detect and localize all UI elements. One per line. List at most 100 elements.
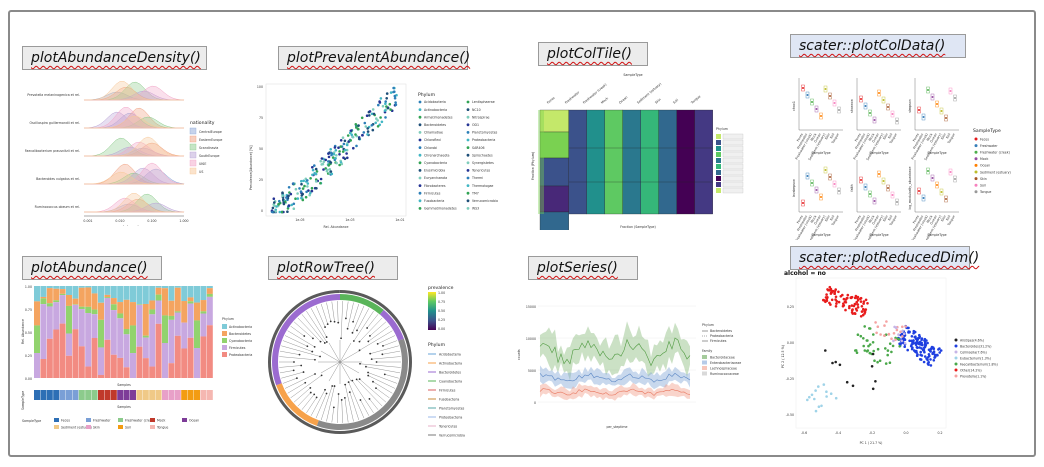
coldata-box [948,168,953,176]
abundance-bar-segment [149,286,156,301]
coltile-ylabel: Fraction (Phylum) [531,152,535,180]
reduceddim-point [929,347,933,351]
abundance-legend-key [222,345,227,350]
reduceddim-point [923,350,926,354]
rowtree-branch [341,399,343,423]
abundance-bar-segment [194,286,200,303]
coldata-legend-key [974,163,978,167]
rowtree-node [340,337,342,340]
rowtree-branch [345,301,349,319]
reduceddim-point [898,345,901,348]
coldata-legend-label: Freshwater [980,144,998,148]
prevalence-point [285,196,288,199]
coltile-legend-label-box [722,145,744,152]
density-curve [83,81,184,101]
rowtree-branch [352,305,365,333]
reduceddim-point [828,285,832,289]
prevalence-point [360,116,364,120]
prevalence-point [278,210,282,214]
abundance-bar-segment [130,325,136,354]
reduceddim-point [845,297,849,300]
prevalence-legend-label: Cyanobacteria [424,161,447,165]
coldata-point [815,108,818,110]
coldata-xtick: Mock [868,214,876,223]
prevalence-xtick: 1e-03 [345,218,354,222]
rowtree-branch [344,384,354,422]
rowtree-branch [349,392,360,421]
coldata-xtick: Tongue [946,132,956,145]
density-curve [84,193,184,213]
rowtree-branch [347,302,354,329]
coltile-legend-key [716,158,721,163]
prevalence-point [303,184,306,188]
series-plot: 15000 10000 5000 0 counts per_steptime Phyl… [517,290,741,429]
title-plot-prevalent-abundance: plotPrevalentAbundance() [278,46,470,70]
reduceddim-point [814,389,817,392]
abundance-bar-segment [142,337,149,359]
prevalence-point [272,197,276,200]
rowtree-node [329,320,332,323]
prevalence-point [335,161,338,165]
series-ylabel: counts [517,349,521,360]
series-ytick: 10000 [526,337,536,341]
reduceddim-point [856,333,860,336]
prevalence-point [376,119,379,122]
prevalence-point [306,179,309,182]
rowtree-node [381,353,384,356]
rowtree-branch [279,350,300,355]
rowtree-legend-label: Tenericutes [438,425,458,429]
prevalence-point [299,190,303,193]
abundance-ytick: 0.75 [25,308,32,312]
coldata-point [869,193,871,195]
coldata-point [891,113,894,115]
abundance-bar-segment [155,286,162,288]
reduceddim-point [844,308,847,312]
reduceddim-point [935,353,939,357]
coltile-legend-key [716,140,721,145]
prevalence-point [329,161,333,164]
abundance-bar-segment [91,309,98,315]
reduceddim-point [918,335,921,338]
rowtree-node [372,380,374,383]
abundance-bar-segment [104,294,111,298]
reduceddim-point [863,349,867,352]
abundance-bar-segment [72,286,79,299]
prevalence-legend-label: Chloroflexi [424,138,441,142]
abundance-sampletype-legend-label: Sediment (estuary) [61,426,92,430]
reduceddim-legend-label: Bacteroides(31.2%) [960,344,991,348]
abundance-bar-segment [187,337,194,378]
coldata-point [918,190,920,192]
rowtree-legend-label: Acidobacteria [439,353,461,357]
abundance-bar-segment [155,294,162,301]
abundance-bar-segment [123,286,130,300]
coldata-box [877,170,881,178]
rowtree-node [383,373,386,376]
coldata-point [869,112,871,114]
prevalence-point [300,196,303,200]
abundance-sampletype-tile [98,390,104,400]
coldata-box [890,110,895,118]
coldata-point [860,179,862,181]
rowtree-node [320,374,323,377]
coldata-facet-ylabel: invsimpson [792,179,796,197]
prevalence-legend-key [418,169,422,172]
rowtree-branch [368,326,390,342]
coldata-box [814,186,819,194]
prevalence-point [308,193,311,197]
coldata-box [832,99,837,107]
coldata-xtick: Soil [829,214,835,221]
reduceddim-point [862,344,865,348]
reduceddim-point [919,350,922,354]
abundance-sampletype-tile [91,390,98,400]
reduceddim-point [825,297,829,300]
prevalence-point [296,192,299,195]
coldata-xtick: Mock [926,132,934,141]
reduceddim-point [833,292,836,295]
reduceddim-point [892,339,895,343]
coldata-point [936,184,938,186]
reduceddim-point [888,342,892,345]
prevalence-legend-label: Fusobacteria [424,199,444,203]
prevalence-legend-key [466,108,470,111]
abundance-bar-segment [162,288,168,316]
prevalence-point [384,100,387,103]
